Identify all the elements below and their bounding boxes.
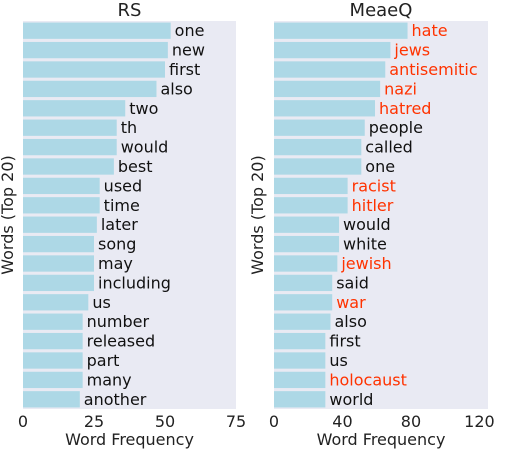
bar (274, 177, 348, 195)
bar-label: antisemitic (389, 60, 477, 79)
y-axis-label: Words (Top 20) (248, 155, 267, 274)
bar (23, 197, 100, 214)
chart-panel: onenewfirstalsotwothwouldbestusedtimelat… (0, 0, 246, 449)
bar (23, 294, 89, 311)
y-axis-label: Words (Top 20) (0, 155, 17, 274)
x-tick-label: 80 (401, 412, 421, 431)
x-tick-label: 40 (332, 412, 352, 431)
x-tick-label: 50 (155, 412, 175, 431)
bar-label: th (121, 118, 137, 137)
x-tick-label: 0 (269, 412, 279, 431)
bar (23, 41, 168, 59)
bar-label: time (104, 196, 140, 215)
bar (23, 119, 117, 136)
bar-label: jewish (340, 254, 391, 273)
bar (274, 332, 326, 350)
bar (274, 274, 333, 292)
bar (274, 41, 391, 59)
bar (23, 313, 83, 330)
bar-label: one (175, 21, 205, 40)
bar (23, 352, 83, 369)
x-tick-label: 0 (18, 412, 28, 431)
bar-label: hatred (379, 99, 431, 118)
bar-label: would (343, 215, 391, 234)
x-axis-label: Word Frequency (317, 430, 446, 449)
bar (274, 138, 362, 156)
bar (274, 216, 340, 233)
bar (274, 294, 333, 311)
x-tick-label: 120 (464, 412, 495, 431)
bar (23, 100, 126, 117)
bar (23, 391, 80, 408)
bar (23, 216, 97, 233)
bar (23, 158, 114, 175)
bar (274, 313, 331, 330)
bar-label: another (84, 390, 147, 409)
bar (23, 235, 94, 253)
chart-title: MeaeQ (350, 0, 413, 21)
bar-label: holocaust (329, 370, 407, 389)
bar-label: part (87, 351, 120, 370)
bar (23, 274, 94, 292)
bar-label: also (160, 79, 192, 98)
bar-label: us (329, 351, 347, 370)
bar-label: people (369, 118, 423, 137)
bar-label: best (118, 157, 153, 176)
bar (274, 22, 408, 39)
bar (274, 371, 326, 389)
bar-label: song (98, 235, 136, 254)
x-tick-label: 75 (226, 412, 246, 431)
bar (23, 80, 157, 98)
bar (274, 100, 376, 117)
bar-label: hitler (352, 196, 394, 215)
bar-label: war (336, 293, 366, 312)
bar-label: white (343, 235, 387, 254)
bar-label: hate (412, 21, 448, 40)
bar (23, 61, 165, 78)
bar-label: also (334, 312, 366, 331)
bar-label: two (129, 99, 158, 118)
bar (274, 197, 348, 214)
bar (23, 332, 83, 350)
bar-label: nazi (384, 79, 417, 98)
bar-label: us (92, 293, 110, 312)
bar (23, 22, 171, 39)
bar-label: said (336, 273, 369, 292)
bar-label: would (121, 138, 169, 157)
chart-panel: hatejewsantisemiticnazihatredpeoplecalle… (248, 0, 495, 449)
bar (274, 352, 326, 369)
bar-label: called (365, 138, 413, 157)
x-tick-label: 25 (84, 412, 104, 431)
bar-label: released (87, 332, 156, 351)
bar-label: number (87, 312, 150, 331)
bar-label: jews (393, 41, 430, 60)
bar (23, 371, 83, 389)
bar-label: racist (352, 176, 396, 195)
bar-label: may (98, 254, 133, 273)
bar-label: including (98, 273, 171, 292)
bar-label: first (329, 332, 360, 351)
bar-label: used (104, 176, 142, 195)
bar (23, 177, 100, 195)
bar-label: one (365, 157, 395, 176)
bar (274, 235, 340, 253)
bar (23, 138, 117, 156)
bar-label: many (87, 370, 132, 389)
chart-title: RS (118, 0, 142, 21)
bar (23, 255, 94, 272)
bar-label: later (101, 215, 138, 234)
bar (274, 158, 362, 175)
bar-label: first (169, 60, 200, 79)
bar (274, 80, 381, 98)
bar-label: new (172, 41, 205, 60)
x-axis-label: Word Frequency (65, 430, 194, 449)
bar (274, 255, 338, 272)
bar (274, 391, 326, 408)
bar (274, 61, 386, 78)
bar (274, 119, 365, 136)
bar-label: world (329, 390, 373, 409)
